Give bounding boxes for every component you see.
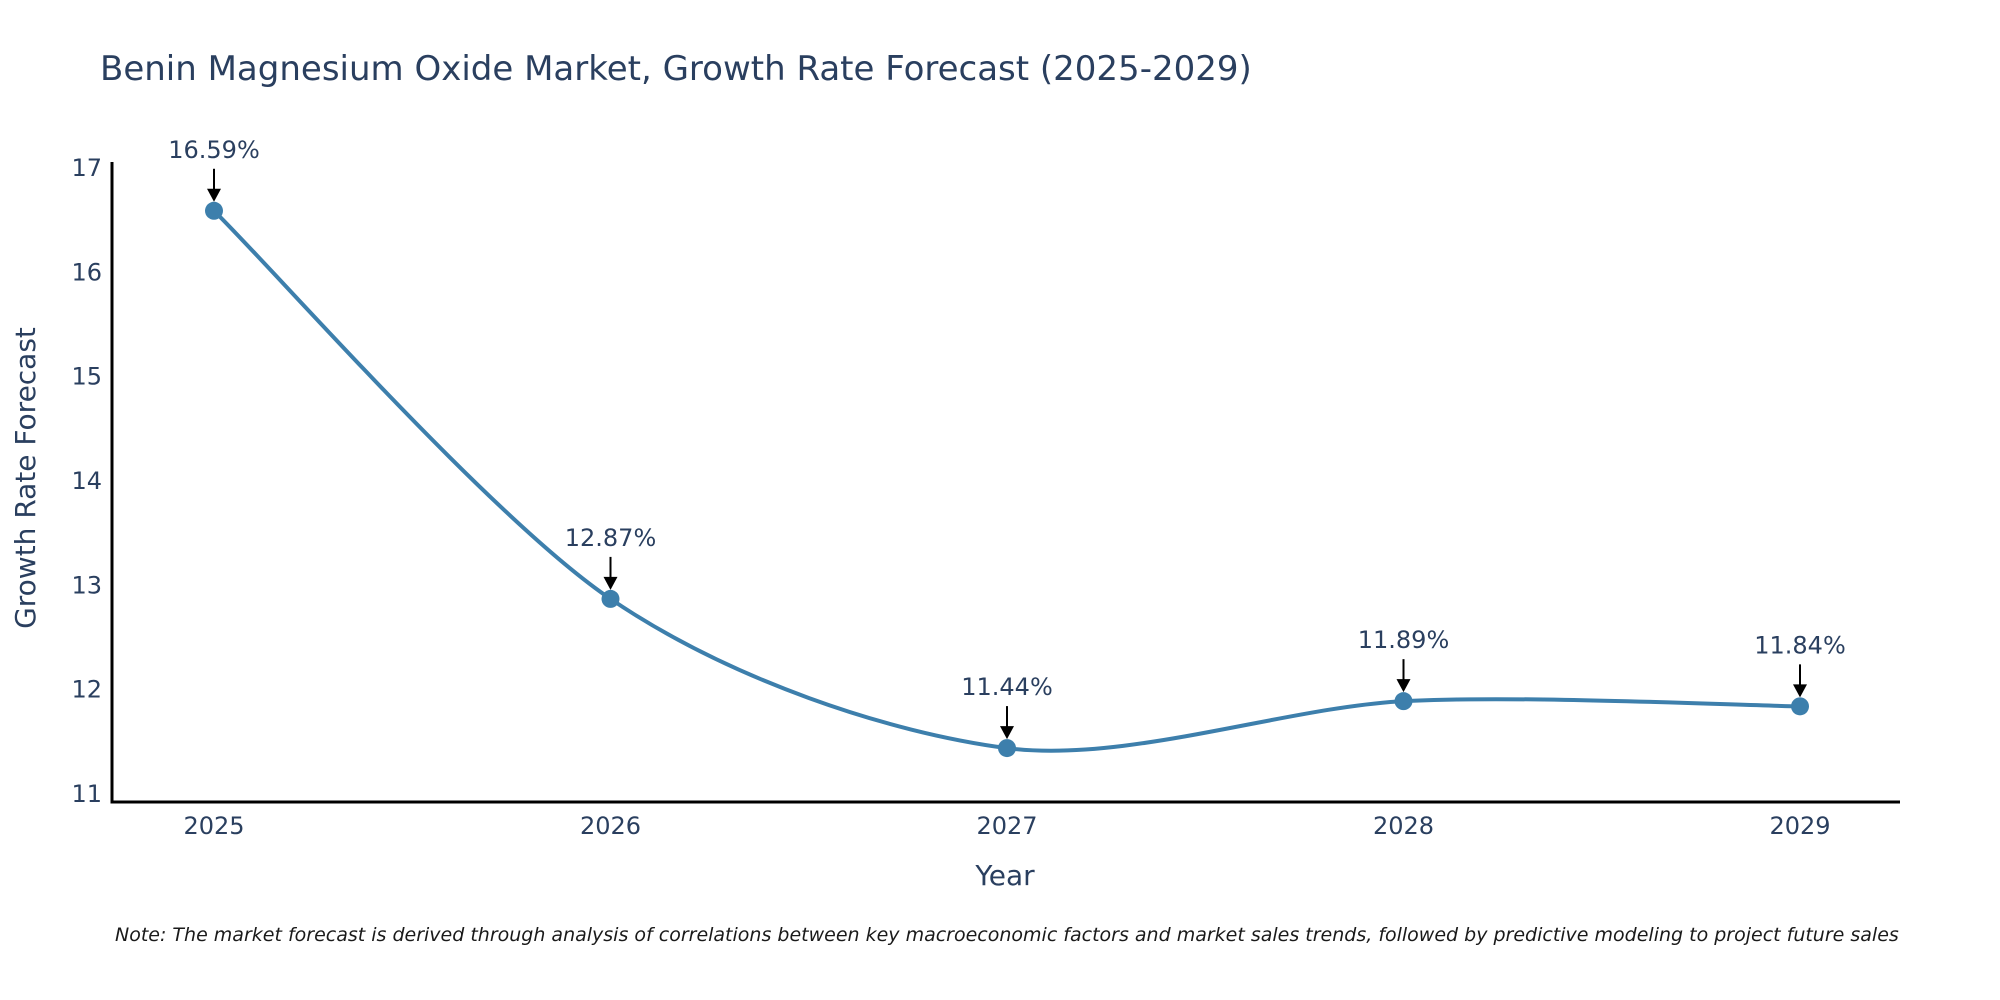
data-point-marker <box>1791 697 1809 716</box>
data-label: 11.44% <box>961 673 1053 701</box>
y-tick-label: 16 <box>71 258 102 286</box>
x-axis-title: Year <box>974 859 1035 892</box>
x-tick-label: 2029 <box>1769 812 1830 840</box>
annotation-arrow-head <box>207 188 221 202</box>
y-tick-label: 15 <box>71 363 102 391</box>
footnote: Note: The market forecast is derived thr… <box>115 924 1899 946</box>
data-label: 12.87% <box>565 524 657 552</box>
data-annotations: 16.59% 12.87% 11.44% 11.89% 11.84% <box>168 136 1846 740</box>
data-label: 16.59% <box>168 136 260 164</box>
x-axis-ticks: 2025 2026 2027 2028 2029 <box>183 812 1830 840</box>
y-tick-label: 11 <box>71 780 102 808</box>
data-label: 11.84% <box>1754 631 1846 659</box>
series-line <box>212 209 1801 753</box>
data-point-marker <box>998 739 1016 758</box>
annotation-arrow-head <box>1000 726 1014 740</box>
data-point-marker <box>601 589 620 608</box>
x-tick-label: 2025 <box>183 812 244 840</box>
y-tick-label: 12 <box>71 676 102 704</box>
x-tick-label: 2027 <box>976 812 1037 840</box>
annotation-arrow-head <box>1396 679 1411 693</box>
data-label: 11.89% <box>1358 626 1450 654</box>
annotation-arrow-head <box>1793 684 1807 698</box>
y-axis-title: Growth Rate Forecast <box>9 327 42 629</box>
annotation-arrow-head <box>603 576 618 590</box>
x-tick-label: 2028 <box>1373 812 1434 840</box>
data-markers <box>205 201 1809 758</box>
data-point-marker <box>1394 692 1413 711</box>
data-point-marker <box>205 201 223 220</box>
y-axis-ticks: 11 12 13 14 15 16 17 <box>71 154 102 808</box>
y-tick-label: 13 <box>71 571 102 599</box>
chart-title: Benin Magnesium Oxide Market, Growth Rat… <box>100 49 1252 89</box>
x-tick-label: 2026 <box>580 812 641 840</box>
y-tick-label: 14 <box>71 467 102 495</box>
y-tick-label: 17 <box>71 154 102 182</box>
